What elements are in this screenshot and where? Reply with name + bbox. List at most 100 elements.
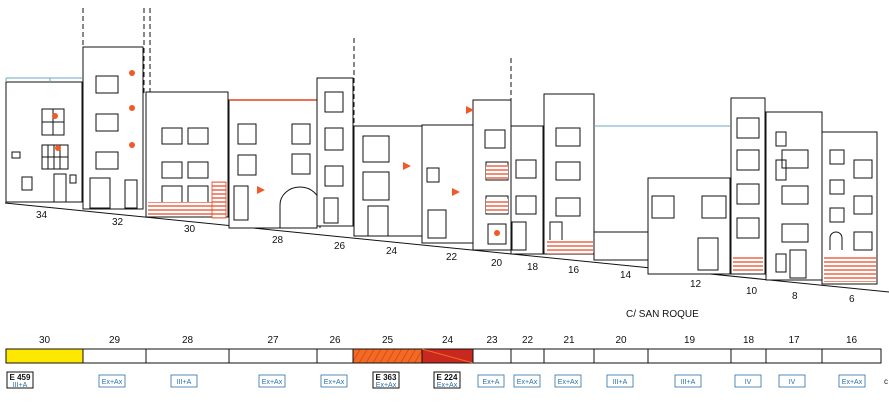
plot-tag: Ex+Ax <box>320 374 348 388</box>
facade-14 <box>593 125 730 261</box>
plot-number-19: 19 <box>684 335 696 346</box>
plot-tag-box <box>170 374 198 388</box>
plot-tag-box <box>606 374 634 388</box>
house-number-26: 26 <box>334 241 346 252</box>
edge-mark: c <box>884 377 888 386</box>
plot-cell-diagonal <box>421 348 474 364</box>
house-number-10: 10 <box>746 286 758 297</box>
plot-tag: Ex+Ax <box>513 374 541 388</box>
plot-tag: Ex+Ax <box>258 374 286 388</box>
house-number-20: 20 <box>491 258 503 269</box>
plot-number-26: 26 <box>329 335 341 346</box>
plot-tag-code: E 459 <box>10 373 31 382</box>
facade-22 <box>421 124 475 244</box>
plot-tag-box <box>513 374 541 388</box>
plot-cell-26 <box>316 348 354 364</box>
plot-tag-category: III+A <box>13 382 28 389</box>
plot-tag-category: IV <box>789 379 796 386</box>
plot-tag: III+A <box>606 374 634 388</box>
plot-tag-code: E 363 <box>376 373 397 382</box>
house-number-30: 30 <box>184 224 196 235</box>
plot-tag: IV <box>778 374 806 388</box>
plot-tag-category: III+A <box>681 379 696 386</box>
plot-tag: III+A <box>170 374 198 388</box>
plot-cell-18 <box>730 348 767 364</box>
facade-10 <box>730 97 766 275</box>
plot-cell-21 <box>543 348 595 364</box>
plot-tag: Ex+Ax <box>98 374 126 388</box>
plot-cell-20 <box>593 348 649 364</box>
plot-tag: Ex+A <box>477 374 505 388</box>
house-number-24: 24 <box>386 246 398 257</box>
plot-tag: Ex+Ax <box>554 374 582 388</box>
plot-cell-17 <box>765 348 823 364</box>
facade-20 <box>472 58 512 251</box>
house-number-22: 22 <box>446 252 458 263</box>
ground-line <box>4 202 889 293</box>
plot-cell-25 <box>352 348 423 364</box>
plot-tag-category: Ex+A <box>483 379 500 386</box>
plot-tag-box <box>477 374 505 388</box>
plot-tag-category: Ex+Ax <box>558 379 579 386</box>
plot-tag-box <box>320 374 348 388</box>
plot-number-21: 21 <box>563 335 575 346</box>
plot-tag: Ex+Ax <box>838 374 866 388</box>
facade-34 <box>5 77 83 203</box>
house-number-14: 14 <box>620 270 632 281</box>
plot-tag-box <box>258 374 286 388</box>
plot-tag: III+A <box>674 374 702 388</box>
plot-tag-category: Ex+Ax <box>102 379 123 386</box>
house-number-labels: 34 32 30 28 26 24 22 20 18 16 14 12 10 8 6 <box>36 210 855 305</box>
plot-cell-27 <box>228 348 318 364</box>
plot-number-23: 23 <box>486 335 498 346</box>
facade-18 <box>510 125 544 255</box>
plot-number-16: 16 <box>846 335 858 346</box>
plot-number-30: 30 <box>39 335 51 346</box>
plot-tag-box <box>838 374 866 388</box>
house-number-32: 32 <box>112 217 124 228</box>
plot-tag-category: IV <box>745 379 752 386</box>
plot-tag-box <box>372 371 400 389</box>
house-number-8: 8 <box>792 291 798 302</box>
plot-tag-category: Ex+Ax <box>517 379 538 386</box>
plot-tag-category: III+A <box>613 379 628 386</box>
plot-tag: IV <box>734 374 762 388</box>
plot-number-18: 18 <box>743 335 755 346</box>
plot-cell-23 <box>472 348 512 364</box>
plot-tag-box <box>674 374 702 388</box>
house-number-34: 34 <box>36 210 48 221</box>
plot-tag-box <box>734 374 762 388</box>
plot-tag-category: Ex+Ax <box>324 379 345 386</box>
plot-tag-box <box>554 374 582 388</box>
plot-number-25: 25 <box>382 335 394 346</box>
facade-8 <box>765 111 823 281</box>
plot-tag-category: III+A <box>177 379 192 386</box>
plot-cell-29 <box>82 348 147 364</box>
facade-16 <box>543 93 595 255</box>
plot-cell-16 <box>821 348 882 364</box>
house-number-6: 6 <box>849 294 855 305</box>
plot-tag-category: Ex+Ax <box>376 382 397 389</box>
plot-number-17: 17 <box>788 335 800 346</box>
plot-cell-22 <box>510 348 545 364</box>
house-number-18: 18 <box>527 262 539 273</box>
plot-number-24: 24 <box>442 335 454 346</box>
facade-26 <box>316 38 355 227</box>
street-label: C/ SAN ROQUE <box>626 309 699 320</box>
plot-cell-19 <box>647 348 732 364</box>
plot-cell-28 <box>145 348 230 364</box>
plot-number-strip: 30 29 28 27 26 25 24 23 22 21 20 19 18 17 16 <box>5 335 882 364</box>
house-number-12: 12 <box>690 279 702 290</box>
plot-cell-30 <box>5 348 84 364</box>
facade-24 <box>353 125 423 237</box>
plot-tag-category: Ex+Ax <box>262 379 283 386</box>
facade-28 <box>228 99 321 229</box>
facade-12 <box>647 177 731 275</box>
plot-tag-box <box>6 371 34 389</box>
